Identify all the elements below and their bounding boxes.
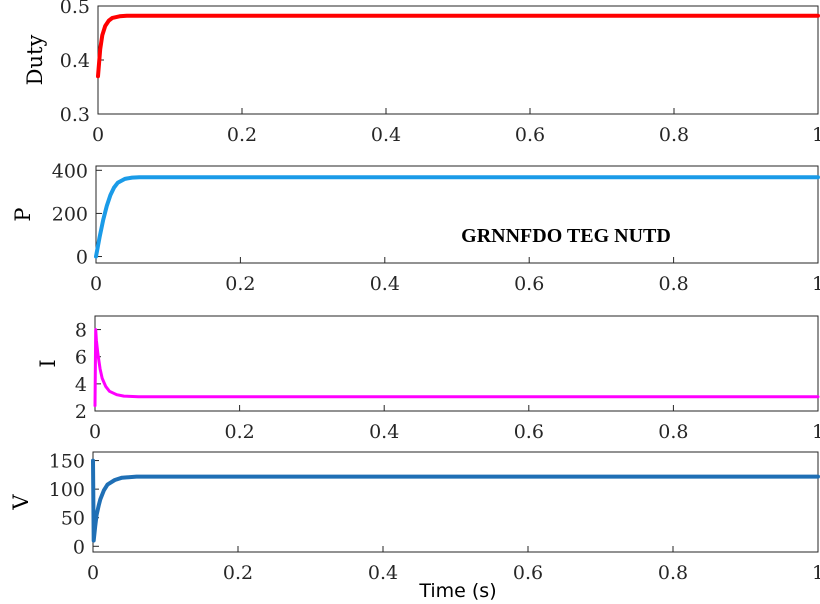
x-tick-label: 0 <box>89 421 101 443</box>
y-axis-label: Duty <box>23 35 47 86</box>
axes-frame <box>97 5 819 115</box>
y-tick-label: 0 <box>76 247 88 269</box>
y-tick-label: 0.4 <box>60 50 90 72</box>
x-tick-label: 0.8 <box>658 421 688 443</box>
y-tick-label: 200 <box>52 203 88 225</box>
x-tick-label: 0 <box>90 273 102 295</box>
x-tick-label: 0.8 <box>658 562 688 584</box>
series-line <box>93 328 820 408</box>
y-tick-label: 2 <box>75 401 87 423</box>
y-tick-label: 0.5 <box>60 0 90 18</box>
y-tick-label: 8 <box>75 320 87 342</box>
x-tick-label: 0.4 <box>368 562 398 584</box>
x-tick-label: 0.2 <box>225 273 255 295</box>
x-tick-label: 1 <box>812 124 820 146</box>
y-tick-label: 150 <box>49 451 85 473</box>
y-tick-label: 50 <box>61 508 85 530</box>
x-tick-label: 0.8 <box>658 273 688 295</box>
x-tick-label: 0.6 <box>513 562 543 584</box>
series-line <box>94 175 820 259</box>
x-tick-label: 0.4 <box>371 124 401 146</box>
series-line <box>91 458 820 543</box>
y-tick-label: 0 <box>73 536 85 558</box>
x-tick-label: 1 <box>812 421 820 443</box>
y-axis-label: I <box>36 359 60 367</box>
x-tick-label: 0.4 <box>370 273 400 295</box>
x-axis-label: Time (s) <box>418 580 496 602</box>
x-tick-label: 0.6 <box>514 421 544 443</box>
series-line <box>96 13 820 79</box>
y-tick-label: 0.3 <box>60 104 90 126</box>
x-tick-label: 0 <box>92 124 104 146</box>
chart-annotation: GRNNFDO TEG NUTD <box>461 225 671 247</box>
y-tick-label: 100 <box>49 479 85 501</box>
x-tick-label: 0.2 <box>227 124 257 146</box>
y-tick-label: 400 <box>52 160 88 182</box>
x-tick-label: 0.6 <box>515 124 545 146</box>
y-tick-label: 6 <box>75 347 87 369</box>
y-tick-label: 4 <box>75 374 87 396</box>
x-tick-label: 0.2 <box>223 562 253 584</box>
axes-frame <box>95 165 819 264</box>
x-tick-label: 0.2 <box>224 421 254 443</box>
y-axis-label: P <box>11 207 35 221</box>
x-tick-label: 1 <box>812 273 820 295</box>
y-axis-label: V <box>9 494 33 511</box>
x-tick-label: 0.8 <box>659 124 689 146</box>
axes-frame <box>92 451 819 553</box>
x-tick-label: 0 <box>87 562 99 584</box>
x-tick-label: 0.4 <box>369 421 399 443</box>
x-tick-label: 1 <box>812 562 820 584</box>
x-tick-label: 0.6 <box>514 273 544 295</box>
